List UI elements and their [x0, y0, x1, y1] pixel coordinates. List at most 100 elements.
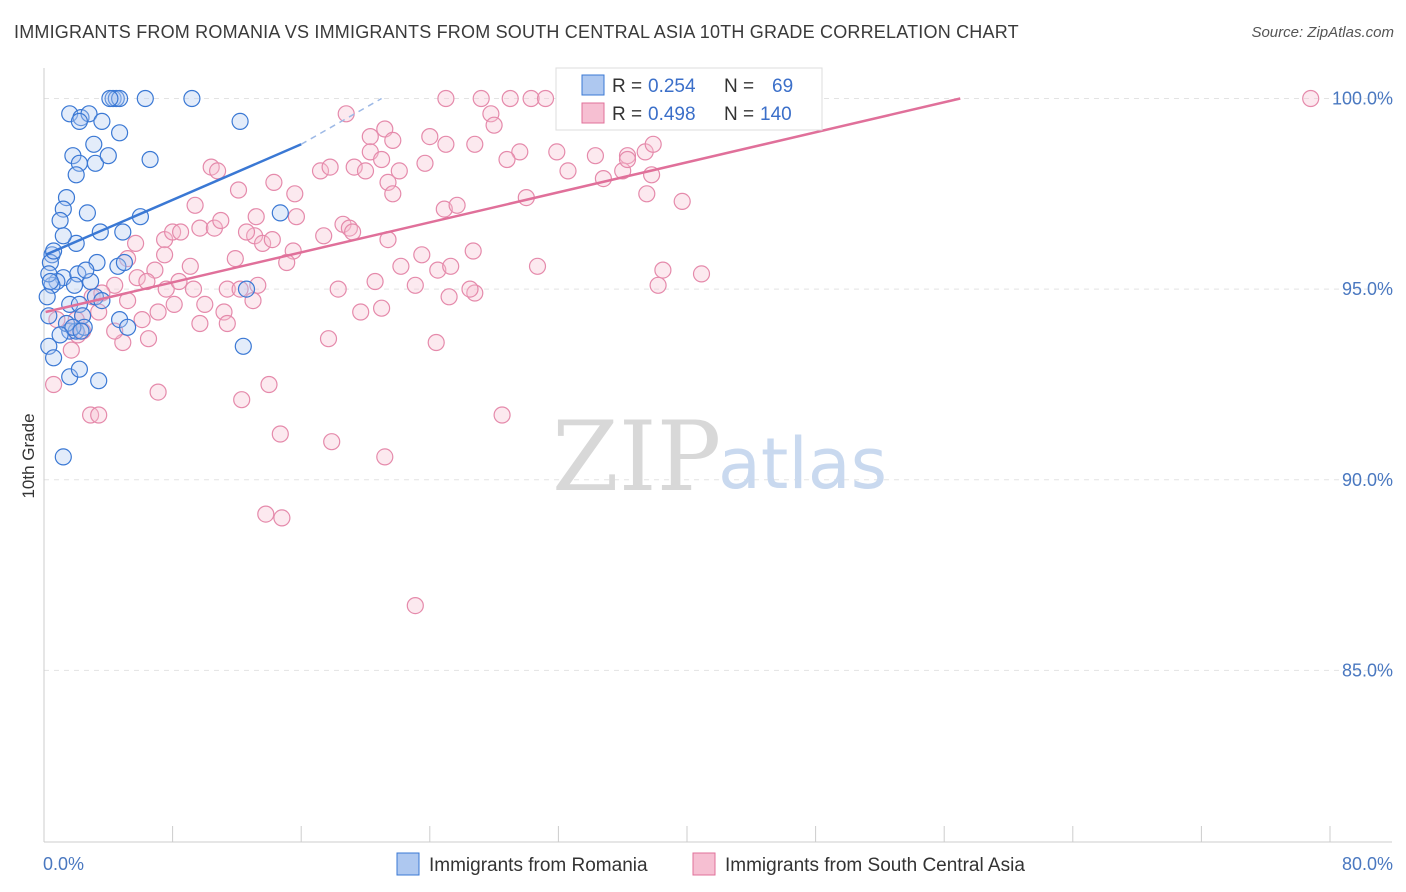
point-south-central-asia-115 [427, 333, 445, 352]
point-south-central-asia-3 [536, 89, 555, 108]
point-romania-46 [118, 318, 137, 336]
point-romania-9 [231, 112, 249, 131]
point-south-central-asia-15 [511, 143, 529, 161]
point-south-central-asia-38 [384, 185, 402, 203]
point-south-central-asia-55 [212, 211, 230, 230]
point-south-central-asia-92 [649, 276, 667, 294]
axes [43, 68, 1392, 843]
point-south-central-asia-27 [311, 162, 330, 180]
point-south-central-asia-101 [352, 303, 370, 321]
point-south-central-asia-140 [461, 280, 479, 298]
point-south-central-asia-60 [344, 223, 362, 241]
point-south-central-asia-22 [373, 150, 391, 169]
point-south-central-asia-59 [315, 227, 333, 245]
legend-n-label-2: N = [724, 104, 754, 125]
legend-swatch-blue [581, 74, 605, 96]
point-south-central-asia-113 [139, 330, 158, 348]
point-south-central-asia-132 [472, 89, 490, 108]
point-south-central-asia-29 [345, 158, 363, 176]
point-south-central-asia-136 [618, 150, 637, 169]
point-south-central-asia-53 [191, 219, 209, 237]
point-south-central-asia-97 [165, 295, 183, 313]
point-south-central-asia-16 [548, 143, 566, 161]
point-south-central-asia-31 [390, 162, 408, 180]
point-romania-4 [183, 89, 201, 108]
point-south-central-asia-125 [323, 433, 341, 451]
x-tick-label-max: 80.0% [1342, 854, 1393, 874]
point-south-central-asia-46 [247, 208, 265, 226]
point-south-central-asia-78 [106, 276, 124, 294]
point-south-central-asia-102 [373, 299, 391, 317]
point-romania-66 [64, 318, 82, 336]
point-south-central-asia-44 [435, 200, 453, 218]
point-south-central-asia-73 [429, 261, 447, 279]
point-south-central-asia-79 [128, 269, 146, 287]
point-romania-12 [85, 135, 103, 153]
point-romania-56 [40, 307, 58, 325]
point-romania-64 [38, 288, 56, 306]
y-tick-label-0: 100.0% [1332, 89, 1393, 109]
point-south-central-asia-63 [156, 246, 174, 264]
point-south-central-asia-35 [265, 173, 283, 191]
point-south-central-asia-96 [149, 303, 167, 321]
point-south-central-asia-114 [319, 330, 338, 348]
point-south-central-asia-107 [218, 314, 236, 333]
trend-line-romania-extension [300, 97, 382, 145]
data-points [38, 89, 1320, 615]
point-south-central-asia-74 [442, 257, 460, 275]
point-south-central-asia-30 [356, 162, 375, 180]
point-romania-49 [44, 349, 63, 367]
point-south-central-asia-85 [231, 280, 249, 298]
legend-r-label-1: R = [612, 76, 642, 97]
x-tick-label-min: 0.0% [43, 854, 84, 874]
point-south-central-asia-10 [361, 128, 379, 146]
point-south-central-asia-62 [127, 234, 145, 252]
point-romania-68 [72, 322, 90, 340]
point-romania-23 [271, 204, 289, 222]
point-romania-18 [67, 166, 85, 184]
point-south-central-asia-116 [62, 341, 80, 359]
point-south-central-asia-117 [44, 375, 63, 394]
point-romania-52 [90, 372, 108, 390]
bottom-legend-south-central-asia: Immigrants from South Central Asia [725, 855, 1025, 876]
point-romania-3 [136, 89, 154, 108]
point-south-central-asia-89 [406, 276, 424, 294]
point-romania-51 [70, 360, 89, 378]
point-south-central-asia-40 [229, 181, 248, 199]
point-south-central-asia-6 [1302, 89, 1320, 108]
point-romania-53 [54, 448, 72, 466]
point-south-central-asia-17 [586, 147, 605, 165]
point-romania-47 [234, 337, 252, 355]
legend-n-value-2: 140 [760, 104, 792, 125]
point-south-central-asia-142 [485, 116, 503, 134]
point-south-central-asia-57 [254, 234, 272, 252]
watermark: ZIP atlas [552, 401, 887, 513]
point-south-central-asia-88 [366, 272, 384, 291]
point-romania-11 [110, 124, 129, 142]
source-credit: Source: ZipAtlas.com [1251, 24, 1394, 41]
series-legend: Immigrants from Romania Immigrants from … [396, 852, 1025, 876]
point-romania-37 [237, 280, 256, 298]
point-south-central-asia-90 [440, 288, 458, 306]
point-south-central-asia-123 [493, 406, 511, 424]
watermark-zip: ZIP [552, 401, 721, 513]
point-south-central-asia-1 [501, 89, 519, 108]
legend-r-label-2: R = [612, 104, 642, 125]
point-south-central-asia-134 [559, 162, 577, 180]
point-south-central-asia-20 [644, 135, 662, 153]
stats-legend: R = 0.254 N = 69 R = 0.498 N = 140 [555, 67, 823, 131]
point-south-central-asia-23 [416, 154, 434, 172]
y-axis-label: 10th Grade [19, 413, 38, 498]
bottom-swatch-south-central-asia [692, 852, 716, 876]
point-south-central-asia-37 [286, 185, 304, 203]
point-south-central-asia-127 [257, 505, 275, 523]
point-south-central-asia-119 [260, 375, 278, 394]
point-south-central-asia-13 [384, 131, 402, 149]
point-romania-60 [41, 272, 60, 291]
point-romania-15 [86, 154, 105, 172]
point-south-central-asia-42 [673, 192, 691, 210]
point-south-central-asia-77 [528, 257, 547, 275]
point-south-central-asia-11 [421, 128, 439, 146]
point-south-central-asia-26 [209, 162, 227, 180]
point-romania-55 [77, 261, 95, 279]
